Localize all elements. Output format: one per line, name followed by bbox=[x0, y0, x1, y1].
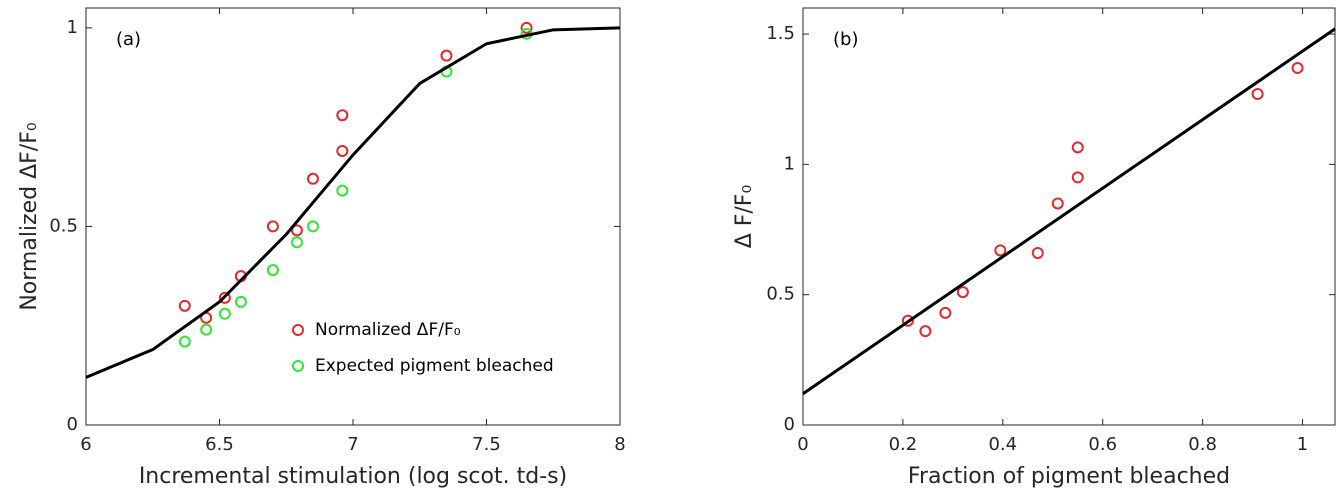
data-point bbox=[234, 295, 247, 308]
x-tick-label: 7.5 bbox=[472, 434, 501, 455]
x-axis-label: Fraction of pigment bleached bbox=[908, 464, 1230, 489]
legend-marker bbox=[292, 324, 304, 336]
y-axis-label: Normalized ΔF/F₀ bbox=[17, 122, 42, 311]
data-point bbox=[901, 314, 914, 327]
legend-label: Normalized ΔF/F₀ bbox=[315, 320, 461, 340]
data-point bbox=[178, 335, 191, 348]
x-tick-label: 0 bbox=[797, 434, 808, 455]
x-tick-label: 0.4 bbox=[988, 434, 1017, 455]
y-tick-label: 1.5 bbox=[766, 23, 795, 44]
y-tick-label: 1 bbox=[784, 153, 795, 174]
fit-line bbox=[802, 27, 1336, 395]
y-axis-label: Δ F/F₀ bbox=[732, 185, 757, 249]
x-axis-label: Incremental stimulation (log scot. td-s) bbox=[139, 464, 567, 489]
fit-line bbox=[85, 26, 621, 379]
x-tick-label: 0.6 bbox=[1088, 434, 1117, 455]
legend-label: Expected pigment bleached bbox=[315, 356, 554, 376]
x-tick-label: 0.8 bbox=[1188, 434, 1217, 455]
data-point bbox=[956, 286, 969, 299]
panel-label: (a) bbox=[116, 29, 141, 50]
data-point bbox=[1071, 141, 1084, 154]
data-point bbox=[178, 299, 191, 312]
axes-box bbox=[802, 7, 1336, 426]
data-point bbox=[306, 220, 319, 233]
data-point bbox=[1031, 246, 1044, 259]
data-point bbox=[290, 236, 303, 249]
data-point bbox=[1051, 197, 1064, 210]
y-tick-label: 0.5 bbox=[766, 284, 795, 305]
x-tick-label: 6 bbox=[80, 434, 91, 455]
y-tick-label: 0 bbox=[784, 414, 795, 435]
data-point bbox=[200, 323, 213, 336]
data-point bbox=[266, 264, 279, 277]
data-point bbox=[1071, 171, 1084, 184]
data-point bbox=[306, 172, 319, 185]
panel-label: (b) bbox=[833, 29, 858, 50]
data-point bbox=[919, 325, 932, 338]
data-point bbox=[520, 21, 533, 34]
data-point bbox=[440, 49, 453, 62]
x-tick-label: 7 bbox=[347, 434, 358, 455]
data-point bbox=[266, 220, 279, 233]
y-tick-label: 1 bbox=[67, 17, 78, 38]
x-tick-label: 0.2 bbox=[889, 434, 918, 455]
data-point bbox=[336, 109, 349, 122]
data-point bbox=[939, 306, 952, 319]
data-point bbox=[994, 244, 1007, 257]
y-tick-label: 0 bbox=[67, 414, 78, 435]
data-point bbox=[336, 184, 349, 197]
data-point bbox=[1291, 61, 1304, 74]
data-point bbox=[218, 291, 231, 304]
x-tick-label: 6.5 bbox=[205, 434, 234, 455]
legend-marker bbox=[292, 360, 304, 372]
data-point bbox=[1251, 88, 1264, 101]
x-tick-label: 8 bbox=[614, 434, 625, 455]
data-point bbox=[218, 307, 231, 320]
data-point bbox=[290, 224, 303, 237]
data-point bbox=[336, 144, 349, 157]
axes-box bbox=[85, 7, 621, 426]
x-tick-label: 1 bbox=[1297, 434, 1308, 455]
y-tick-label: 0.5 bbox=[49, 215, 78, 236]
